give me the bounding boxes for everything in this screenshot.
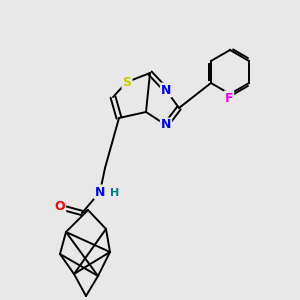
Text: N: N [95, 185, 105, 199]
Text: H: H [110, 188, 120, 198]
Text: N: N [161, 83, 171, 97]
Text: S: S [122, 76, 131, 88]
Text: O: O [55, 200, 65, 214]
Text: N: N [161, 118, 171, 131]
Text: F: F [225, 92, 233, 104]
